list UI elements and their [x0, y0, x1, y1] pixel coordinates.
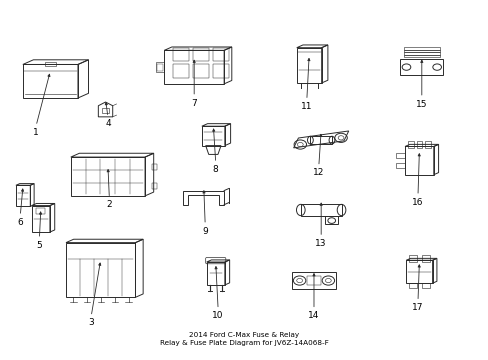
Bar [325, 216, 338, 224]
Text: 17: 17 [411, 303, 423, 312]
Bar [212, 64, 228, 77]
Text: 10: 10 [212, 311, 224, 320]
Bar [157, 64, 163, 71]
Bar [424, 141, 430, 148]
Text: 7: 7 [191, 99, 197, 108]
Bar [403, 55, 439, 57]
Text: 15: 15 [415, 100, 427, 109]
Bar [416, 141, 422, 148]
Bar [421, 255, 429, 262]
Bar [192, 48, 208, 61]
Bar [152, 164, 157, 170]
Text: 3: 3 [88, 318, 94, 327]
Text: 12: 12 [312, 168, 324, 177]
Bar [152, 183, 157, 189]
Bar [306, 276, 321, 285]
Text: 14: 14 [307, 311, 319, 320]
Bar [300, 204, 341, 216]
Bar [408, 283, 416, 288]
Text: 9: 9 [202, 227, 208, 236]
Bar [408, 255, 416, 262]
Text: 13: 13 [315, 239, 326, 248]
Bar [403, 50, 439, 52]
Text: 6: 6 [17, 218, 23, 227]
Text: 5: 5 [37, 241, 42, 250]
Text: 1: 1 [33, 128, 39, 137]
Text: 2014 Ford C-Max Fuse & Relay
Relay & Fuse Plate Diagram for JV6Z-14A068-F: 2014 Ford C-Max Fuse & Relay Relay & Fus… [160, 333, 328, 346]
Bar [421, 283, 429, 288]
Bar [396, 153, 404, 158]
Bar [192, 64, 208, 77]
Bar [310, 136, 331, 144]
Bar [403, 47, 439, 50]
Bar [396, 163, 404, 168]
Bar [44, 62, 56, 66]
Text: 11: 11 [301, 102, 312, 111]
Bar [155, 62, 164, 72]
Bar [399, 59, 443, 75]
Bar [172, 64, 188, 77]
Text: 2: 2 [106, 200, 112, 209]
Text: 8: 8 [212, 165, 218, 174]
Text: 4: 4 [105, 119, 110, 128]
Bar [407, 141, 413, 148]
Bar [36, 208, 45, 215]
Bar [102, 108, 109, 113]
Bar [212, 48, 228, 61]
Text: 16: 16 [411, 198, 423, 207]
Bar [172, 48, 188, 61]
Bar [292, 272, 335, 289]
Bar [403, 52, 439, 55]
